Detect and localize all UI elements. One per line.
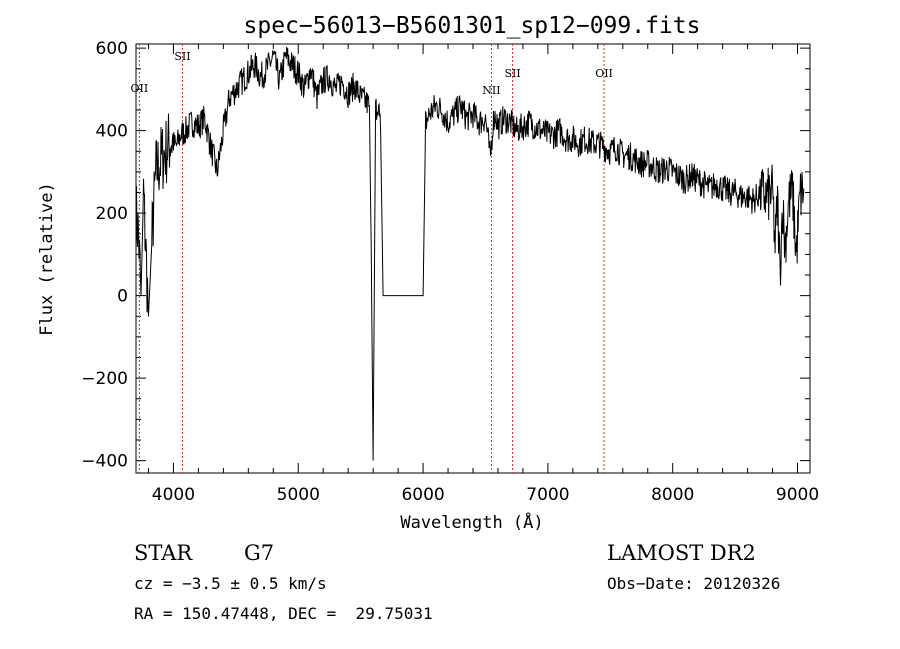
x-tick-label: 8000 — [651, 485, 694, 505]
redshift-cz: cz = −3.5 ± 0.5 km/s — [134, 574, 327, 593]
object-class: STAR — [134, 541, 193, 565]
emission-line-label: OII — [595, 67, 613, 80]
emission-line-label: SII — [504, 67, 520, 80]
x-tick-label: 7000 — [526, 485, 569, 505]
x-axis-label: Wavelength (Å) — [400, 511, 543, 533]
survey-name: LAMOST DR2 — [607, 541, 756, 565]
y-axis-label: Flux (relative) — [37, 182, 57, 336]
chart-title: spec−56013−B5601301_sp12−099.fits — [244, 13, 701, 39]
emission-line-label: OII — [131, 82, 149, 95]
y-tick-label: 200 — [96, 204, 128, 224]
emission-line-label: SII — [174, 50, 190, 63]
obs-date: Obs−Date: 20120326 — [607, 574, 780, 593]
y-tick-label: −400 — [81, 452, 128, 472]
emission-line-label: NII — [482, 84, 500, 97]
spectrum-line — [135, 46, 805, 461]
y-tick-label: 600 — [96, 39, 128, 59]
x-tick-label: 5000 — [277, 485, 320, 505]
x-tick-label: 6000 — [401, 485, 444, 505]
y-tick-label: 400 — [96, 122, 128, 142]
y-tick-label: −200 — [81, 369, 128, 389]
x-tick-label: 4000 — [152, 485, 195, 505]
y-tick-label: 0 — [117, 287, 128, 307]
ra-dec: RA = 150.47448, DEC = 29.75031 — [134, 604, 433, 623]
x-tick-label: 9000 — [776, 485, 819, 505]
object-subclass: G7 — [244, 541, 274, 565]
